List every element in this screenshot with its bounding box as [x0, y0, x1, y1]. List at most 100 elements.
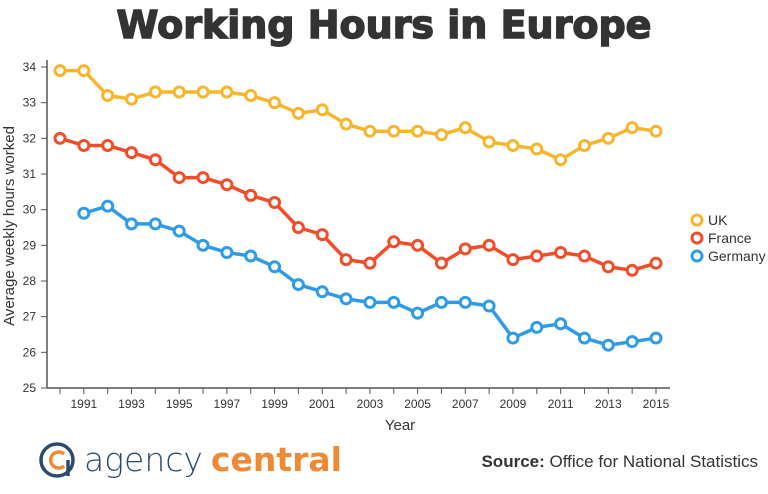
data-point-france	[625, 263, 639, 277]
logo-text-central: central	[210, 440, 342, 479]
data-point-uk	[458, 121, 472, 135]
data-point-france	[554, 245, 568, 259]
data-point-france	[482, 238, 496, 252]
data-point-uk	[196, 85, 210, 99]
y-tick-label: 27	[23, 310, 37, 324]
legend-label-france: France	[708, 230, 752, 246]
data-point-france	[506, 253, 520, 267]
data-point-germany	[411, 306, 425, 320]
y-tick-label: 31	[23, 167, 37, 181]
data-point-france	[125, 146, 139, 160]
data-point-germany	[506, 331, 520, 345]
logo-text-agency: agency	[84, 440, 203, 479]
data-point-france	[196, 171, 210, 185]
x-tick-label: 2009	[500, 397, 527, 411]
data-point-france	[649, 256, 663, 270]
data-point-germany	[77, 206, 91, 220]
data-point-germany	[387, 295, 401, 309]
legend-marker-france	[690, 231, 704, 245]
data-point-france	[530, 249, 544, 263]
data-point-france	[148, 153, 162, 167]
legend-label-germany: Germany	[708, 248, 766, 264]
data-point-germany	[315, 285, 329, 299]
x-tick-label: 2011	[548, 397, 574, 411]
data-point-uk	[530, 142, 544, 156]
data-point-france	[601, 260, 615, 274]
y-tick-label: 29	[23, 238, 37, 252]
data-point-uk	[434, 128, 448, 142]
x-tick-label: 1991	[70, 397, 97, 411]
data-point-france	[244, 188, 258, 202]
y-tick-label: 30	[23, 203, 37, 217]
x-tick-label: 1999	[261, 397, 288, 411]
source-text: Office for National Statistics	[549, 452, 759, 471]
data-point-uk	[172, 85, 186, 99]
data-point-uk	[148, 85, 162, 99]
legend-marker-uk	[690, 213, 704, 227]
data-point-germany	[530, 320, 544, 334]
data-point-france	[77, 138, 91, 152]
data-point-france	[577, 249, 591, 263]
data-point-germany	[125, 217, 139, 231]
data-point-germany	[268, 260, 282, 274]
data-point-uk	[577, 138, 591, 152]
y-axis-label: Average weekly hours worked	[1, 126, 18, 326]
legend-marker-germany	[690, 249, 704, 263]
data-point-germany	[148, 217, 162, 231]
data-point-france	[434, 256, 448, 270]
x-tick-label: 2001	[309, 397, 336, 411]
y-tick-label: 32	[23, 131, 37, 145]
data-point-germany	[172, 224, 186, 238]
data-point-germany	[101, 199, 115, 213]
x-tick-label: 1995	[166, 397, 193, 411]
data-point-uk	[554, 153, 568, 167]
data-point-uk	[387, 124, 401, 138]
data-point-germany	[196, 238, 210, 252]
data-point-germany	[339, 292, 353, 306]
y-tick-label: 34	[23, 60, 37, 74]
data-point-germany	[434, 295, 448, 309]
data-point-germany	[625, 335, 639, 349]
data-point-uk	[315, 103, 329, 117]
data-point-germany	[482, 299, 496, 313]
data-point-uk	[363, 124, 377, 138]
data-point-uk	[482, 135, 496, 149]
data-point-germany	[244, 249, 258, 263]
x-tick-label: 2003	[357, 397, 384, 411]
data-point-uk	[601, 131, 615, 145]
series-line-germany	[83, 204, 657, 347]
data-point-france	[172, 171, 186, 185]
y-tick-label: 33	[23, 96, 37, 110]
data-point-germany	[363, 295, 377, 309]
data-point-france	[387, 235, 401, 249]
x-tick-label: 1997	[214, 397, 241, 411]
data-point-uk	[649, 124, 663, 138]
series-line-uk	[60, 68, 657, 162]
x-tick-label: 2013	[595, 397, 622, 411]
data-point-uk	[101, 89, 115, 103]
data-point-france	[411, 238, 425, 252]
y-tick-label: 28	[23, 274, 37, 288]
source-note: Source: Office for National Statistics	[481, 452, 758, 472]
data-point-uk	[244, 89, 258, 103]
x-tick-label: 2015	[643, 397, 670, 411]
x-axis-label: Year	[385, 417, 415, 434]
data-point-france	[315, 228, 329, 242]
legend-label-uk: UK	[708, 212, 728, 228]
x-tick-label: 1993	[118, 397, 145, 411]
data-point-france	[268, 196, 282, 210]
data-point-france	[291, 221, 305, 234]
data-point-uk	[625, 121, 639, 135]
data-point-germany	[577, 331, 591, 345]
data-point-uk	[291, 106, 305, 120]
chart-title: Working Hours in Europe	[116, 2, 652, 48]
data-point-germany	[458, 295, 472, 309]
data-point-germany	[291, 278, 305, 292]
data-point-germany	[649, 331, 663, 345]
data-point-germany	[601, 338, 615, 352]
data-point-uk	[339, 117, 353, 131]
data-point-uk	[53, 64, 67, 78]
source-label: Source:	[481, 452, 545, 471]
y-tick-label: 25	[23, 381, 37, 395]
